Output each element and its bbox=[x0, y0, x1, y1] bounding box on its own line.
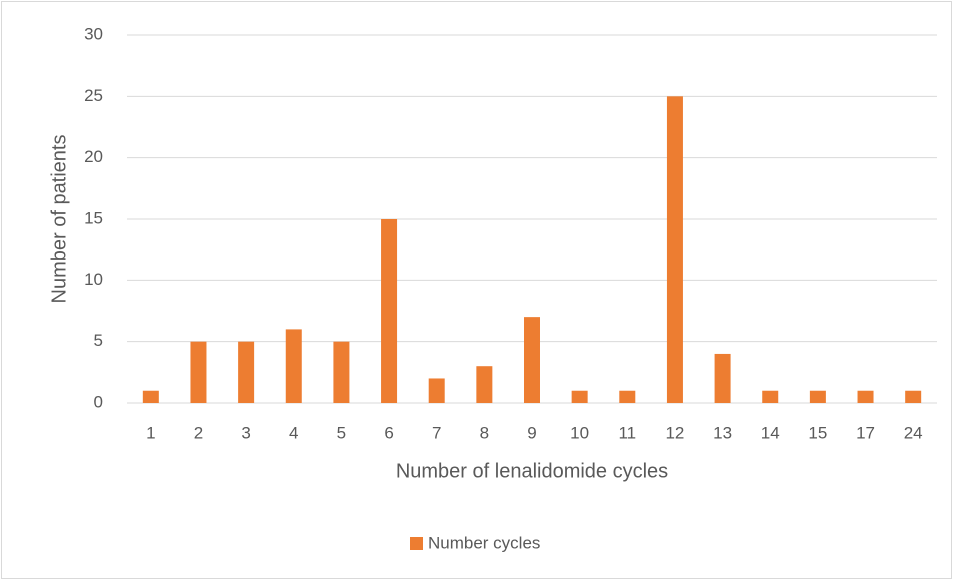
x-tick-label: 2 bbox=[194, 423, 203, 442]
bar bbox=[714, 353, 731, 403]
bar bbox=[524, 317, 540, 403]
x-tick-label: 3 bbox=[241, 423, 250, 442]
x-tick-label: 4 bbox=[289, 423, 298, 442]
x-tick-label: 14 bbox=[761, 423, 780, 442]
bar bbox=[905, 390, 922, 403]
bar bbox=[857, 390, 874, 403]
x-tick-label: 6 bbox=[384, 423, 393, 442]
bar bbox=[238, 341, 255, 403]
bar bbox=[809, 390, 826, 403]
x-tick-label: 15 bbox=[808, 423, 827, 442]
bar bbox=[333, 341, 350, 403]
x-tick-label: 7 bbox=[432, 423, 441, 442]
bar bbox=[666, 96, 683, 403]
bar bbox=[428, 378, 445, 403]
x-tick-label: 1 bbox=[146, 423, 155, 442]
x-tick-label: 13 bbox=[713, 423, 732, 442]
legend-swatch bbox=[410, 537, 423, 550]
x-tick-label: 9 bbox=[527, 423, 536, 442]
x-tick-label: 10 bbox=[570, 423, 589, 442]
bar bbox=[285, 329, 302, 403]
bar bbox=[190, 341, 207, 403]
y-tick-label: 25 bbox=[84, 86, 103, 105]
y-tick-label: 10 bbox=[84, 270, 103, 289]
y-axis-title: Number of patients bbox=[48, 135, 70, 304]
x-tick-label: 17 bbox=[856, 423, 875, 442]
x-tick-label: 8 bbox=[480, 423, 489, 442]
x-tick-label: 12 bbox=[665, 423, 684, 442]
bar bbox=[381, 219, 398, 403]
y-tick-label: 5 bbox=[94, 331, 103, 350]
bar bbox=[619, 390, 636, 403]
y-tick-label: 15 bbox=[84, 208, 103, 227]
x-tick-label: 24 bbox=[904, 423, 923, 442]
bar bbox=[142, 390, 159, 403]
y-tick-label: 0 bbox=[94, 392, 103, 411]
bar bbox=[571, 390, 588, 403]
x-tick-label: 11 bbox=[618, 423, 636, 442]
y-tick-label: 30 bbox=[84, 24, 103, 43]
x-tick-label: 5 bbox=[337, 423, 346, 442]
bar bbox=[762, 390, 779, 403]
y-tick-label: 20 bbox=[84, 147, 103, 166]
legend-label: Number cycles bbox=[428, 533, 540, 552]
x-axis-title: Number of lenalidomide cycles bbox=[396, 460, 668, 482]
bar bbox=[476, 366, 493, 403]
